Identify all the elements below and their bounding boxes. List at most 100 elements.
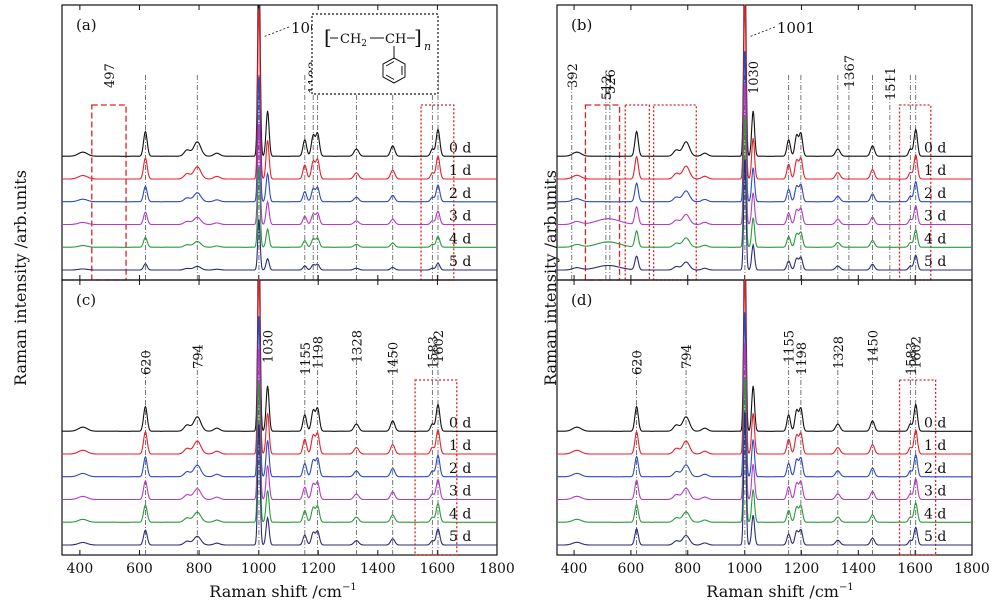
- series-line-0d: [557, 279, 972, 432]
- peak-label: 1328: [832, 336, 847, 369]
- peak-label: 1155: [299, 342, 314, 375]
- inset-bracket-right: ]: [414, 25, 422, 49]
- x-tick-label: 800: [186, 561, 213, 577]
- peak-label: 1602: [432, 330, 447, 363]
- series-line-1d: [557, 4, 972, 180]
- series-line-1d: [62, 8, 497, 180]
- x-tick-label: 1800: [954, 561, 990, 577]
- panel-2: 400 600 800 1000 1200 1400 1600 1800 (c) 0 d 1 d 2 …: [61, 279, 515, 577]
- series-label: 1 d: [924, 438, 946, 454]
- series-line-2d: [62, 316, 497, 478]
- x-tick-label: 1600: [897, 561, 933, 577]
- series-label: 0 d: [449, 415, 471, 431]
- benzene-ring-icon: [382, 57, 406, 84]
- series-label: 5 d: [449, 254, 471, 270]
- series-line-4d: [62, 381, 497, 523]
- panel-frame: [61, 279, 498, 556]
- series-label: 1 d: [924, 163, 946, 179]
- highlight-box: [414, 379, 458, 556]
- structure-inset: [ CH2 CH ] n: [311, 13, 439, 95]
- panels: (a)0 d1 d2 d3 d4 d5 d10011183497(b)0 d1 …: [61, 4, 990, 577]
- series-label: 0 d: [449, 140, 471, 156]
- x-axis-label-right: Raman shift /cm−1: [706, 582, 853, 601]
- series-line-5d: [557, 412, 972, 546]
- series-label: 4 d: [924, 506, 946, 522]
- peak-label: 1450: [387, 342, 402, 375]
- peak-label: 497: [103, 63, 118, 88]
- x-tick-label: 1400: [840, 561, 876, 577]
- x-tick-label: 1800: [479, 561, 515, 577]
- benzene-double-bond-1: [385, 61, 395, 67]
- panel-frame: [556, 279, 973, 556]
- peak-label: 794: [191, 344, 206, 369]
- peak-label: 1450: [867, 330, 882, 363]
- panel-label: (d): [571, 291, 592, 309]
- series-line-5d: [62, 424, 497, 546]
- series-line-2d: [557, 51, 972, 203]
- series-label: 2 d: [449, 461, 471, 477]
- x-tick-label: 1400: [360, 561, 396, 577]
- peak-label: 794: [680, 344, 695, 369]
- benzene-double-bond-3: [385, 74, 395, 80]
- series-label: 0 d: [924, 140, 946, 156]
- highlight-box: [652, 104, 697, 281]
- series-label: 3 d: [924, 484, 946, 500]
- series-label: 5 d: [449, 529, 471, 545]
- series-label: 1 d: [449, 163, 471, 179]
- panel-label: (c): [76, 291, 96, 309]
- peak-label: 1328: [350, 330, 365, 363]
- peak-label: 620: [631, 350, 646, 375]
- series-line-5d: [62, 219, 497, 271]
- series-label: 4 d: [449, 231, 471, 247]
- x-tick-label: 600: [618, 561, 645, 577]
- series-line-3d: [557, 343, 972, 501]
- y-axis-label-left: Raman intensity /arb.units: [11, 170, 30, 386]
- peak-label: 1198: [795, 342, 810, 375]
- peak-label: 392: [566, 63, 581, 88]
- series-line-4d: [62, 166, 497, 248]
- x-tick-label: 1000: [241, 561, 277, 577]
- peak-label: 1583: [904, 342, 919, 375]
- series-line-3d: [557, 84, 972, 226]
- x-tick-label: 1200: [784, 561, 820, 577]
- series-line-1d: [557, 279, 972, 455]
- panel-label: (a): [76, 16, 97, 34]
- panel-label: (b): [571, 16, 592, 34]
- series-label: 4 d: [449, 506, 471, 522]
- peak-label: 1030: [747, 61, 762, 94]
- series-label: 2 d: [449, 186, 471, 202]
- inset-ch: CH: [385, 32, 406, 47]
- series-label: 3 d: [924, 209, 946, 225]
- highlight-box: [584, 104, 621, 281]
- peak-label: 1198: [312, 336, 327, 369]
- peak-label: 512: [600, 75, 615, 100]
- series-label: 1 d: [449, 438, 471, 454]
- peak-label: 1155: [783, 330, 798, 363]
- x-tick-label: 1600: [420, 561, 456, 577]
- x-tick-label: 400: [561, 561, 588, 577]
- series-label: 4 d: [924, 231, 946, 247]
- series-line-1d: [62, 279, 497, 455]
- inset-n: n: [424, 40, 431, 53]
- highlight-box: [624, 104, 651, 281]
- peak-label: 1602: [910, 336, 925, 369]
- peak-label: 1367: [843, 55, 858, 88]
- series-label: 2 d: [924, 186, 946, 202]
- peak-label: 1030: [262, 330, 277, 363]
- inset-bracket-left: [: [324, 25, 332, 49]
- series-line-4d: [557, 377, 972, 523]
- y-axis-label-right: Raman intensity /arb.units: [541, 170, 560, 386]
- peak-pointer: [262, 26, 290, 38]
- series-line-3d: [62, 349, 497, 501]
- inset-ch2: CH2: [340, 32, 367, 49]
- series-line-2d: [62, 77, 497, 203]
- series-label: 5 d: [924, 529, 946, 545]
- series-line-2d: [557, 312, 972, 478]
- series-line-0d: [62, 279, 497, 432]
- series-label: 2 d: [924, 461, 946, 477]
- panel-0: (a)0 d1 d2 d3 d4 d5 d10011183497: [61, 4, 498, 281]
- peak-label: 1001: [777, 19, 815, 37]
- highlight-box: [91, 104, 127, 281]
